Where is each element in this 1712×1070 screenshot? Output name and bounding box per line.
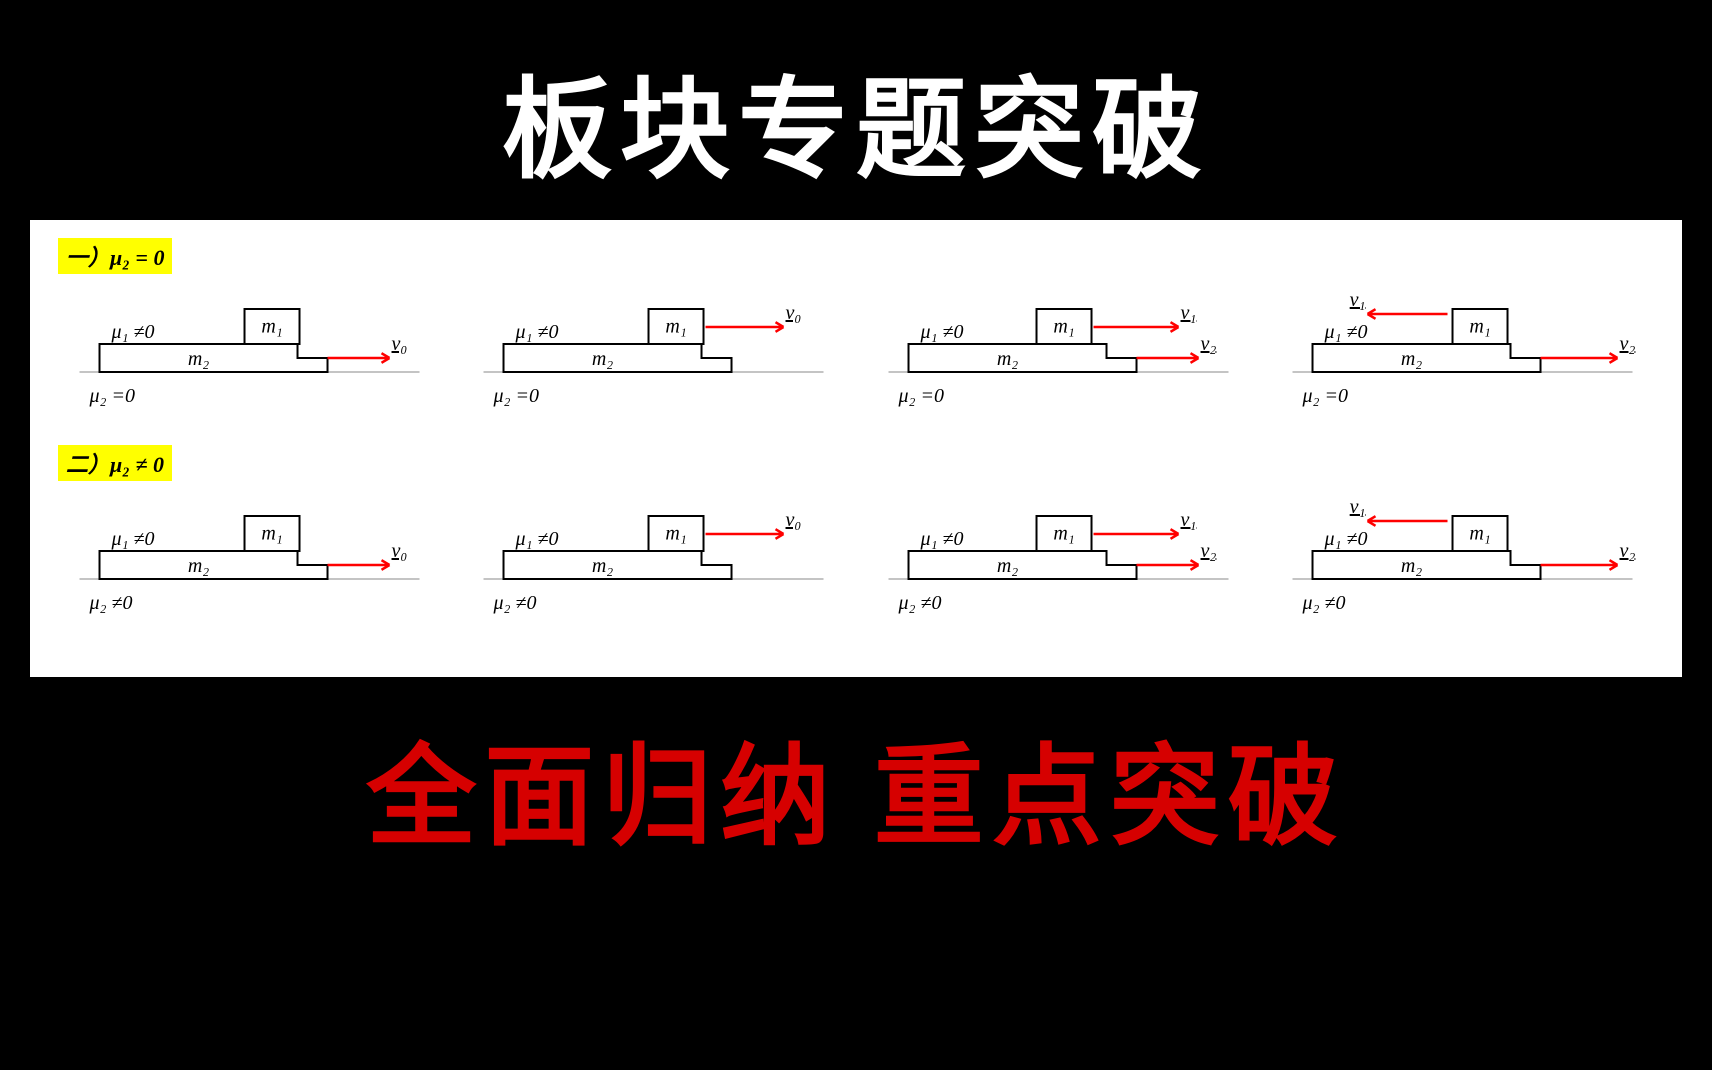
physics-diagram: m₁ μ₁ ≠0 m₂ μ₂ ≠0 v₁v₂	[867, 489, 1250, 629]
velocity-arrow	[706, 529, 784, 539]
mu2-label: μ₂ ≠0	[89, 592, 133, 614]
mu2-label: μ₂ ≠0	[493, 592, 537, 614]
board-m2	[908, 551, 1136, 579]
diagram-row: m₁μ₁ ≠0m₂μ₂ ≠0v₀m₁μ₁ ≠0m₂μ₂ ≠0v₀m₁μ₁ ≠0m…	[58, 489, 1654, 634]
velocity-label: v₁	[1350, 289, 1366, 311]
velocity-arrow	[328, 560, 390, 570]
velocity-label: v₂	[1200, 540, 1216, 562]
mu1-label: μ₁ ≠0	[919, 528, 963, 550]
physics-diagram: m₁ μ₁ ≠0 m₂ μ₂ =0 v₀	[462, 282, 845, 422]
mu2-label: μ₂ =0	[493, 385, 540, 407]
velocity-label: v₁	[1180, 509, 1196, 531]
board-m2	[504, 551, 732, 579]
diagram-cell: m₁ μ₁ ≠0 m₂ μ₂ =0 v₀	[462, 282, 845, 427]
velocity-label: v₁	[1180, 302, 1196, 324]
m2-label: m₂	[188, 555, 209, 577]
title-top: 板块专题突破	[0, 0, 1712, 200]
m2-label: m₂	[592, 348, 613, 370]
diagram-cell: m₁ μ₁ ≠0 m₂ μ₂ ≠0 v₁ v₂	[1271, 489, 1654, 634]
m1-label: m₁	[261, 316, 282, 338]
diagram-cell: m₁ μ₁ ≠0 m₂ μ₂ ≠0 v₁v₂	[867, 489, 1250, 634]
mu1-label: μ₁ ≠0	[1323, 528, 1367, 550]
m2-label: m₂	[996, 348, 1017, 370]
velocity-arrow	[1136, 353, 1198, 363]
velocity-label: v₀	[786, 302, 802, 324]
velocity-arrow	[1136, 560, 1198, 570]
board-m2	[908, 344, 1136, 372]
physics-diagram: m₁ μ₁ ≠0 m₂ μ₂ ≠0 v₁ v₂	[1271, 489, 1654, 629]
board-m2	[100, 344, 328, 372]
section: 二）μ₂ ≠ 0 m₁ μ₁ ≠0 m₂ μ₂ ≠0 v₀ m₁ μ₁ ≠0 m₂ μ₂ ≠0 v₀…	[58, 445, 1654, 634]
m2-label: m₂	[996, 555, 1017, 577]
m1-label: m₁	[666, 523, 687, 545]
velocity-label: v₀	[392, 540, 408, 562]
mu2-label: μ₂ ≠0	[897, 592, 941, 614]
physics-diagram: m₁ μ₁ ≠0 m₂ μ₂ =0 v₁ v₂	[1271, 282, 1654, 422]
velocity-label: v₀	[392, 333, 408, 355]
velocity-arrow	[1093, 529, 1178, 539]
m1-label: m₁	[1469, 316, 1490, 338]
mu1-label: μ₁ ≠0	[919, 321, 963, 343]
title-bottom: 全面归纳 重点突破	[0, 677, 1712, 867]
m2-label: m₂	[1401, 348, 1422, 370]
velocity-arrow	[1093, 322, 1178, 332]
velocity-arrow	[1540, 560, 1617, 570]
section: 一）μ₂ = 0 m₁ μ₁ ≠0 m₂ μ₂ =0 v₀ m₁ μ₁ ≠0 m₂ μ₂ =0 v₀…	[58, 238, 1654, 427]
board-m2	[100, 551, 328, 579]
velocity-arrow	[706, 322, 784, 332]
board-m2	[1312, 551, 1540, 579]
physics-diagram: m₁ μ₁ ≠0 m₂ μ₂ =0 v₁v₂	[867, 282, 1250, 422]
velocity-label: v₂	[1619, 333, 1635, 355]
m2-label: m₂	[592, 555, 613, 577]
mu2-label: μ₂ =0	[89, 385, 136, 407]
m1-label: m₁	[261, 523, 282, 545]
diagram-row: m₁μ₁ ≠0m₂μ₂ =0v₀m₁μ₁ ≠0m₂μ₂ =0v₀m₁μ₁ ≠0m…	[58, 282, 1654, 427]
mu1-label: μ₁ ≠0	[515, 321, 559, 343]
diagram-cell: m₁ μ₁ ≠0 m₂ μ₂ =0 v₁ v₂	[1271, 282, 1654, 427]
m1-label: m₁	[1053, 523, 1074, 545]
velocity-arrow	[328, 353, 390, 363]
m2-label: m₂	[1401, 555, 1422, 577]
diagram-cell: m₁ μ₁ ≠0 m₂ μ₂ ≠0 v₀	[58, 489, 441, 634]
physics-diagram: m₁ μ₁ ≠0 m₂ μ₂ =0 v₀	[58, 282, 441, 422]
velocity-label: v₁	[1350, 496, 1366, 518]
m1-label: m₁	[1053, 316, 1074, 338]
diagram-panel: 一）μ₂ = 0 m₁ μ₁ ≠0 m₂ μ₂ =0 v₀ m₁ μ₁ ≠0 m₂ μ₂ =0 v₀…	[30, 220, 1682, 677]
m2-label: m₂	[188, 348, 209, 370]
diagram-cell: m₁ μ₁ ≠0 m₂ μ₂ =0 v₀	[58, 282, 441, 427]
mu2-label: μ₂ =0	[897, 385, 944, 407]
board-m2	[1312, 344, 1540, 372]
diagram-cell: m₁ μ₁ ≠0 m₂ μ₂ =0 v₁v₂	[867, 282, 1250, 427]
velocity-arrow	[1367, 309, 1447, 319]
velocity-label: v₂	[1619, 540, 1635, 562]
velocity-label: v₂	[1200, 333, 1216, 355]
mu1-label: μ₁ ≠0	[515, 528, 559, 550]
mu2-label: μ₂ =0	[1301, 385, 1348, 407]
section-header: 二）μ₂ ≠ 0	[58, 445, 172, 481]
mu1-label: μ₁ ≠0	[111, 528, 155, 550]
section-header: 一）μ₂ = 0	[58, 238, 172, 274]
board-m2	[504, 344, 732, 372]
mu1-label: μ₁ ≠0	[1323, 321, 1367, 343]
m1-label: m₁	[1469, 523, 1490, 545]
mu1-label: μ₁ ≠0	[111, 321, 155, 343]
diagram-cell: m₁ μ₁ ≠0 m₂ μ₂ ≠0 v₀	[462, 489, 845, 634]
physics-diagram: m₁ μ₁ ≠0 m₂ μ₂ ≠0 v₀	[58, 489, 441, 629]
velocity-label: v₀	[786, 509, 802, 531]
velocity-arrow	[1367, 516, 1447, 526]
velocity-arrow	[1540, 353, 1617, 363]
m1-label: m₁	[666, 316, 687, 338]
mu2-label: μ₂ ≠0	[1301, 592, 1345, 614]
physics-diagram: m₁ μ₁ ≠0 m₂ μ₂ ≠0 v₀	[462, 489, 845, 629]
